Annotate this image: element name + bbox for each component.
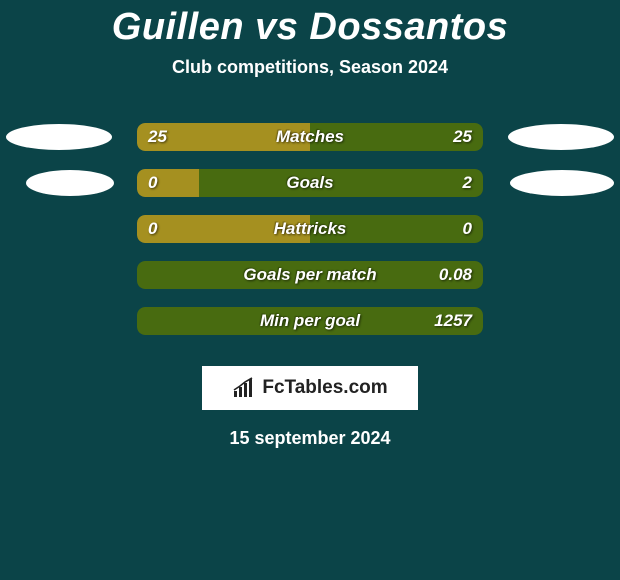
stat-rows: Matches2525Goals02Hattricks00Goals per m…	[0, 116, 620, 346]
bar-track	[137, 215, 483, 243]
bar-track	[137, 169, 483, 197]
player-left-ellipse	[26, 170, 114, 196]
stat-row: Goals per match0.08	[0, 254, 620, 300]
stat-row: Min per goal1257	[0, 300, 620, 346]
bar-right	[137, 261, 483, 289]
bar-track	[137, 261, 483, 289]
bar-track	[137, 123, 483, 151]
bar-right	[310, 215, 483, 243]
stat-row: Goals02	[0, 162, 620, 208]
subtitle: Club competitions, Season 2024	[0, 57, 620, 78]
bar-right	[137, 307, 483, 335]
comparison-infographic: Guillen vs Dossantos Club competitions, …	[0, 0, 620, 580]
bar-left	[137, 215, 310, 243]
page-title: Guillen vs Dossantos	[0, 0, 620, 49]
stat-row: Matches2525	[0, 116, 620, 162]
logo-box: FcTables.com	[202, 366, 418, 410]
player-right-ellipse	[510, 170, 614, 196]
bar-track	[137, 307, 483, 335]
logo-chart-icon	[232, 377, 256, 399]
bar-left	[137, 123, 310, 151]
player-right-ellipse	[508, 124, 614, 150]
bar-left	[137, 169, 199, 197]
stat-row: Hattricks00	[0, 208, 620, 254]
player-left-ellipse	[6, 124, 112, 150]
bar-right	[199, 169, 483, 197]
bar-right	[310, 123, 483, 151]
date-text: 15 september 2024	[0, 428, 620, 449]
logo-text: FcTables.com	[262, 377, 387, 399]
